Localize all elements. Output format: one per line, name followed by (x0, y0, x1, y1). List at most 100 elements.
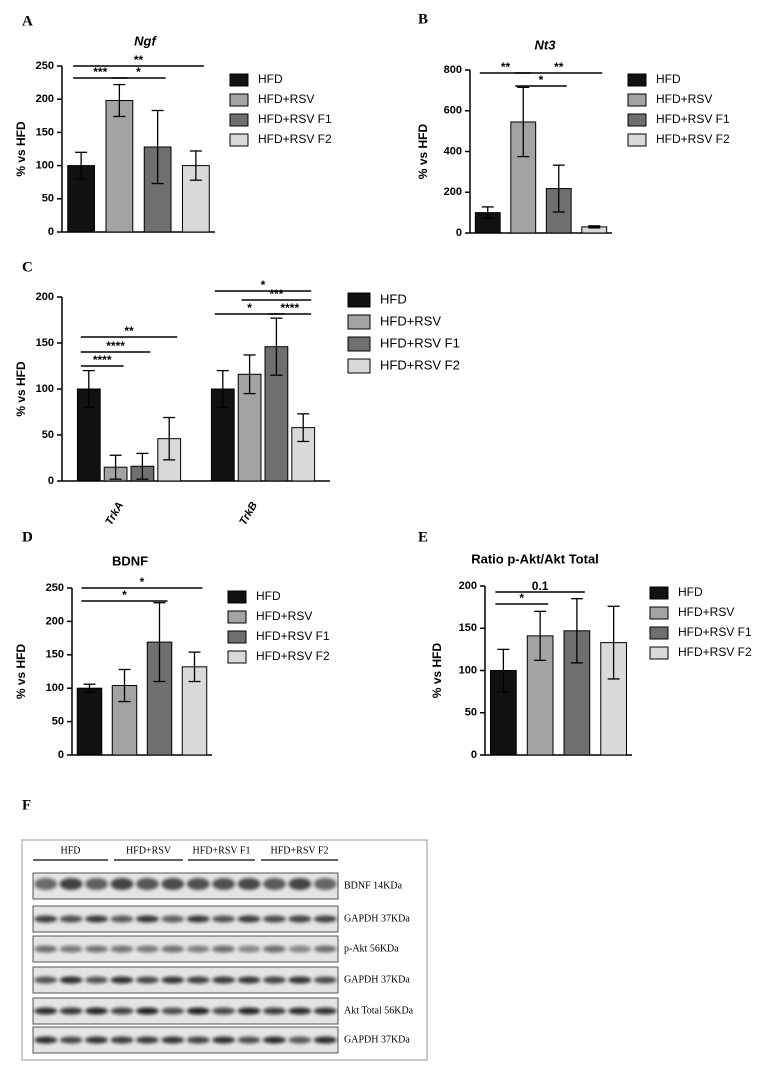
blot-band (110, 976, 134, 984)
legend-label: HFD (258, 72, 283, 86)
significance-label: * (140, 575, 145, 589)
significance-label: *** (93, 65, 107, 79)
blot-band (34, 1007, 58, 1015)
error-bar (517, 86, 530, 158)
blot-band (263, 915, 286, 923)
blot-band (110, 945, 134, 953)
legend-label: HFD (256, 589, 281, 603)
blot-band (110, 915, 134, 923)
y-tick-label: 100 (46, 682, 64, 694)
blot-band (212, 915, 236, 923)
legend-swatch (227, 610, 247, 624)
blot-band (186, 915, 210, 923)
y-tick-label: 0 (48, 475, 54, 487)
y-axis-label: % vs HFD (430, 642, 444, 698)
blot-band (263, 1007, 286, 1015)
error-bar (497, 648, 510, 693)
error-bar (83, 683, 96, 693)
blot-band (85, 878, 108, 890)
y-tick-label: 150 (36, 126, 54, 138)
blot-strip (32, 872, 339, 900)
blot-band (288, 1036, 312, 1044)
y-tick-label: 600 (444, 105, 462, 117)
blot-band (237, 915, 261, 923)
y-tick-label: 150 (46, 649, 64, 661)
significance-label: 0.1 (532, 579, 549, 593)
legend-swatch (649, 626, 669, 640)
legend-swatch (347, 336, 371, 352)
blot-strip (32, 1026, 339, 1054)
y-axis-label: % vs HFD (416, 123, 430, 179)
y-axis-label: % vs HFD (14, 643, 28, 699)
blot-band (59, 945, 83, 953)
significance-label: **** (93, 353, 112, 367)
legend-label: HFD+RSV (256, 609, 312, 623)
panel-letter: E (418, 529, 428, 545)
blot-row-label: BDNF 14KDa (344, 880, 403, 891)
chart-title: BDNF (112, 553, 148, 568)
blot-band (186, 945, 210, 953)
error-bar (552, 164, 565, 213)
blot-strip (32, 966, 339, 994)
y-tick-label: 50 (42, 193, 54, 205)
y-tick-label: 250 (46, 582, 64, 594)
blot-band (34, 915, 58, 923)
legend-label: HFD (656, 72, 681, 86)
blot-band (313, 915, 337, 923)
legend-swatch (229, 93, 249, 107)
legend-label: HFD+RSV F1 (656, 112, 730, 126)
blot-band (161, 1036, 185, 1044)
blot-band (313, 1036, 337, 1044)
y-tick-label: 100 (36, 383, 54, 395)
error-bar (481, 206, 494, 219)
blot-band (85, 976, 108, 984)
y-tick-label: 0 (456, 227, 462, 239)
legend-label: HFD+RSV F2 (256, 649, 330, 663)
legend-swatch (627, 73, 647, 87)
blot-band (237, 976, 261, 984)
bar (76, 687, 103, 756)
blot-band (85, 1036, 108, 1044)
lane-group-label: HFD (60, 845, 80, 856)
blot-band (135, 945, 159, 953)
significance-label: * (261, 278, 266, 292)
error-bar (82, 369, 95, 409)
y-tick-label: 0 (58, 749, 64, 761)
y-tick-label: 200 (36, 93, 54, 105)
y-axis-label: % vs HFD (14, 121, 28, 177)
legend-label: HFD+RSV (380, 313, 441, 328)
y-tick-label: 100 (36, 160, 54, 172)
blot-band (85, 1007, 108, 1015)
x-tick-label: TrkB (237, 500, 260, 528)
legend-label: HFD+RSV F1 (380, 335, 460, 350)
legend-swatch (649, 646, 669, 660)
significance-label: ** (501, 60, 511, 74)
significance-label: * (519, 591, 524, 605)
blot-strip (32, 997, 339, 1025)
blot-band (135, 1007, 159, 1015)
legend-swatch (229, 113, 249, 127)
error-bar (588, 225, 601, 229)
blot-band (135, 878, 159, 890)
legend-swatch (227, 630, 247, 644)
legend-label: HFD+RSV F2 (380, 357, 460, 372)
blot-band (34, 945, 58, 953)
blot-band (288, 878, 312, 890)
blot-band (59, 976, 83, 984)
y-tick-label: 200 (444, 186, 462, 198)
blot-band (110, 1036, 134, 1044)
legend-swatch (229, 73, 249, 87)
blot-frame (21, 839, 428, 1061)
blot-band (34, 878, 58, 890)
blot-band (110, 878, 134, 890)
error-bar (188, 651, 201, 683)
chart-title: Ngf (134, 33, 157, 48)
y-tick-label: 200 (46, 615, 64, 627)
y-tick-label: 800 (444, 64, 462, 76)
legend-label: HFD+RSV (258, 92, 314, 106)
lane-group-label: HFD+RSV F1 (193, 845, 251, 856)
legend-swatch (347, 358, 371, 374)
blot-band (263, 878, 286, 890)
legend-swatch (649, 586, 669, 600)
blot-row-label: Akt Total 56KDa (344, 1005, 414, 1016)
